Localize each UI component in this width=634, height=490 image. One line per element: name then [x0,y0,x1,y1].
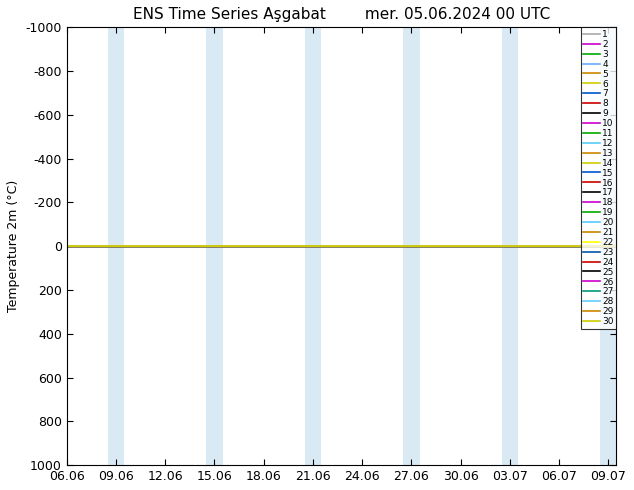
Legend: 1, 2, 3, 4, 5, 6, 7, 8, 9, 10, 11, 12, 13, 14, 15, 16, 17, 18, 19, 20, 21, 22, 2: 1, 2, 3, 4, 5, 6, 7, 8, 9, 10, 11, 12, 1… [581,27,616,329]
Bar [108,27,124,465]
Bar [206,27,223,465]
Bar [501,27,518,465]
Bar [305,27,321,465]
Bar [600,27,616,465]
Y-axis label: Temperature 2m (°C): Temperature 2m (°C) [7,180,20,312]
Bar [403,27,420,465]
Title: ENS Time Series Aşgabat        mer. 05.06.2024 00 UTC: ENS Time Series Aşgabat mer. 05.06.2024 … [133,7,550,22]
